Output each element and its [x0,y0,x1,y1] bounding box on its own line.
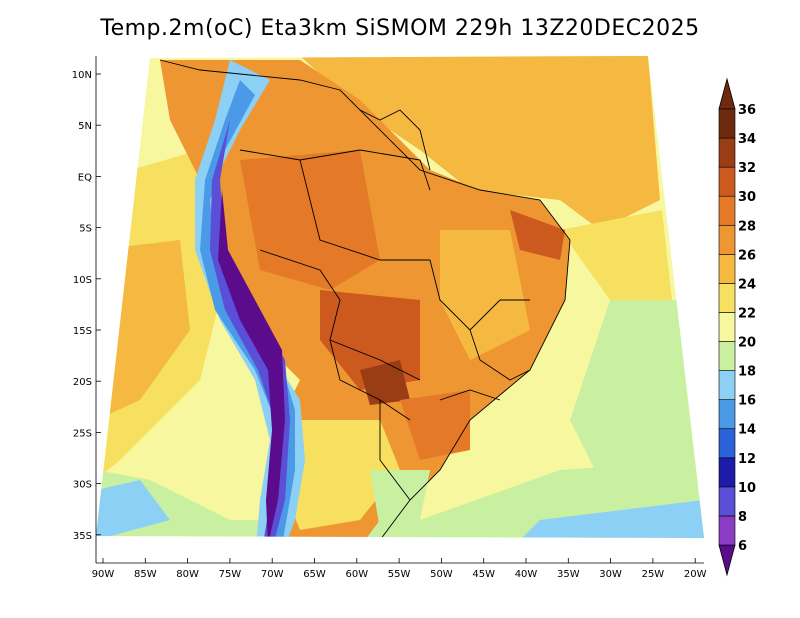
temperature-field [96,56,704,538]
colorbar-segment [718,515,736,546]
country-borders [159,59,571,538]
colorbar-label: 16 [738,394,756,409]
longitude-tick-label: 40W [515,569,538,580]
longitude-tick-label: 25W [642,569,665,580]
colorbar-label: 6 [738,539,747,554]
longitude-tick-label: 80W [176,569,199,580]
colorbar-label: 20 [738,336,756,351]
colorbar-segment [718,312,736,342]
colorbar-top-arrow [718,77,736,110]
latitude-axis: 10N 5N EQ 5S 10S 15S 20S 25S 30S 35S [72,56,101,563]
colorbar-label: 14 [738,423,756,438]
latitude-tick-label: 20S [73,377,92,388]
latitude-tick-label: 5N [78,121,92,132]
colorbar-label: 18 [738,365,756,380]
colorbar-segment [718,370,736,400]
longitude-tick-label: 50W [430,569,453,580]
longitude-tick-label: 20W [684,569,707,580]
longitude-tick-label: 35W [557,569,580,580]
map-title: Temp.2m(oC) Eta3km SiSMOM 229h 13Z20DEC2… [100,16,700,41]
colorbar-segment [718,341,736,371]
colorbar-segment [718,108,736,139]
colorbar-label: 36 [738,103,756,118]
longitude-tick-label: 70W [261,569,284,580]
colorbar-segment [718,254,736,284]
colorbar-bottom-arrow [718,544,736,577]
colorbar-label: 10 [738,481,756,496]
colorbar-label: 22 [738,306,756,321]
colorbar-segment [718,195,736,226]
colorbar-segment [718,224,736,255]
colorbar: 6 8 10 12 14 16 18 20 22 24 26 28 30 32 34 36 [718,77,756,577]
colorbar-label: 8 [738,510,747,525]
latitude-tick-label: 5S [79,224,92,235]
colorbar-segment [718,486,736,517]
longitude-tick-label: 75W [219,569,242,580]
colorbar-label: 34 [738,132,756,147]
latitude-tick-label: 10N [72,70,92,81]
latitude-tick-label: 25S [73,428,92,439]
longitude-tick-label: 30W [599,569,622,580]
colorbar-label: 24 [738,277,756,292]
colorbar-segment [718,166,736,197]
colorbar-label: 32 [738,161,756,176]
longitude-tick-label: 60W [345,569,368,580]
longitude-axis: 90W 85W 80W 75W 70W 65W 60W 55W 50W 45W 40W 35W 30W 2… [92,558,707,580]
longitude-tick-label: 90W [92,569,115,580]
latitude-tick-label: 35S [73,531,92,542]
colorbar-segment [718,283,736,313]
colorbar-segment [718,428,736,459]
colorbar-segment [718,399,736,430]
longitude-tick-label: 85W [134,569,157,580]
colorbar-label: 12 [738,452,756,467]
colorbar-segment [718,457,736,488]
longitude-tick-label: 45W [472,569,495,580]
latitude-tick-label: 10S [73,275,92,286]
colorbar-label: 30 [738,190,756,205]
latitude-tick-label: 15S [73,326,92,337]
colorbar-segment [718,137,736,168]
longitude-tick-label: 65W [303,569,326,580]
colorbar-label: 28 [738,219,756,234]
colorbar-label: 26 [738,248,756,263]
longitude-tick-label: 55W [388,569,411,580]
latitude-tick-label: EQ [78,172,92,183]
latitude-tick-label: 30S [73,480,92,491]
